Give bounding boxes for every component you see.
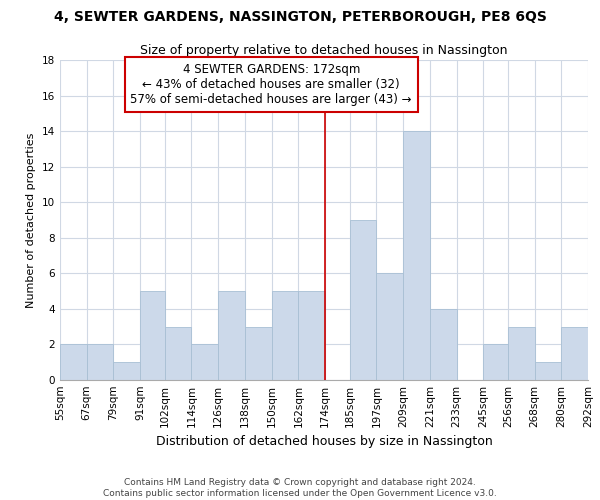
Bar <box>588 344 600 380</box>
X-axis label: Distribution of detached houses by size in Nassington: Distribution of detached houses by size … <box>155 436 493 448</box>
Bar <box>430 309 457 380</box>
Bar <box>113 362 140 380</box>
Bar <box>165 326 191 380</box>
Bar <box>218 291 245 380</box>
Text: 4, SEWTER GARDENS, NASSINGTON, PETERBOROUGH, PE8 6QS: 4, SEWTER GARDENS, NASSINGTON, PETERBORO… <box>53 10 547 24</box>
Title: Size of property relative to detached houses in Nassington: Size of property relative to detached ho… <box>140 44 508 58</box>
Bar <box>140 291 165 380</box>
Bar <box>272 291 298 380</box>
Bar <box>483 344 508 380</box>
Bar <box>508 326 535 380</box>
Bar <box>535 362 561 380</box>
Bar <box>60 344 87 380</box>
Bar <box>87 344 113 380</box>
Bar <box>191 344 218 380</box>
Bar <box>376 274 403 380</box>
Y-axis label: Number of detached properties: Number of detached properties <box>26 132 37 308</box>
Bar <box>350 220 376 380</box>
Text: 4 SEWTER GARDENS: 172sqm
← 43% of detached houses are smaller (32)
57% of semi-d: 4 SEWTER GARDENS: 172sqm ← 43% of detach… <box>130 63 412 106</box>
Bar <box>561 326 588 380</box>
Text: Contains HM Land Registry data © Crown copyright and database right 2024.
Contai: Contains HM Land Registry data © Crown c… <box>103 478 497 498</box>
Bar <box>298 291 325 380</box>
Bar <box>245 326 272 380</box>
Bar <box>403 131 430 380</box>
